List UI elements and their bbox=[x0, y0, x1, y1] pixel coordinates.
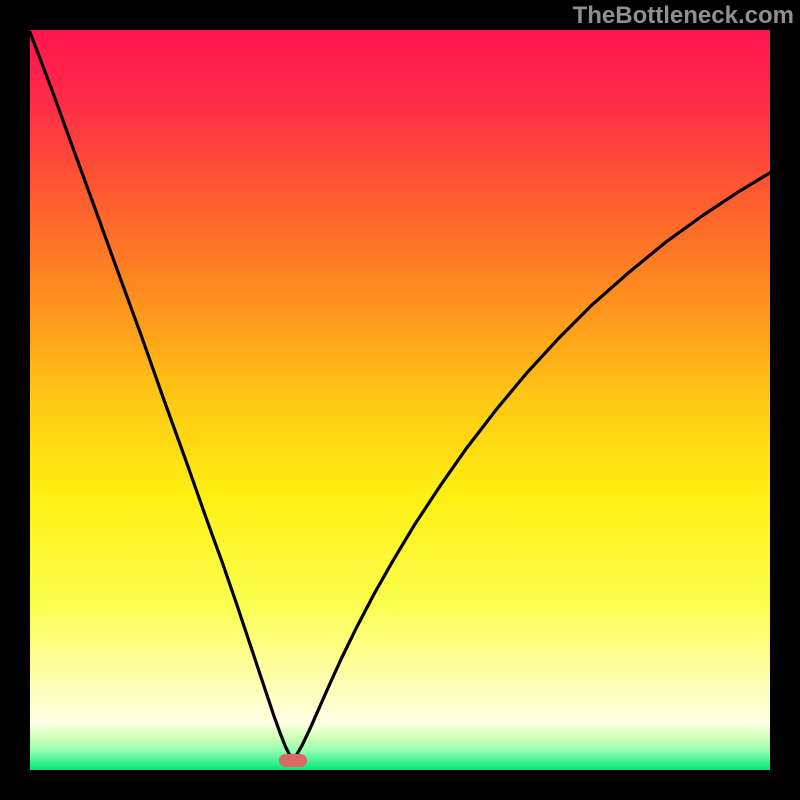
plot-area bbox=[30, 30, 770, 770]
watermark-text: TheBottleneck.com bbox=[573, 2, 794, 30]
bottleneck-marker bbox=[279, 754, 307, 767]
bottleneck-curve bbox=[30, 30, 770, 770]
